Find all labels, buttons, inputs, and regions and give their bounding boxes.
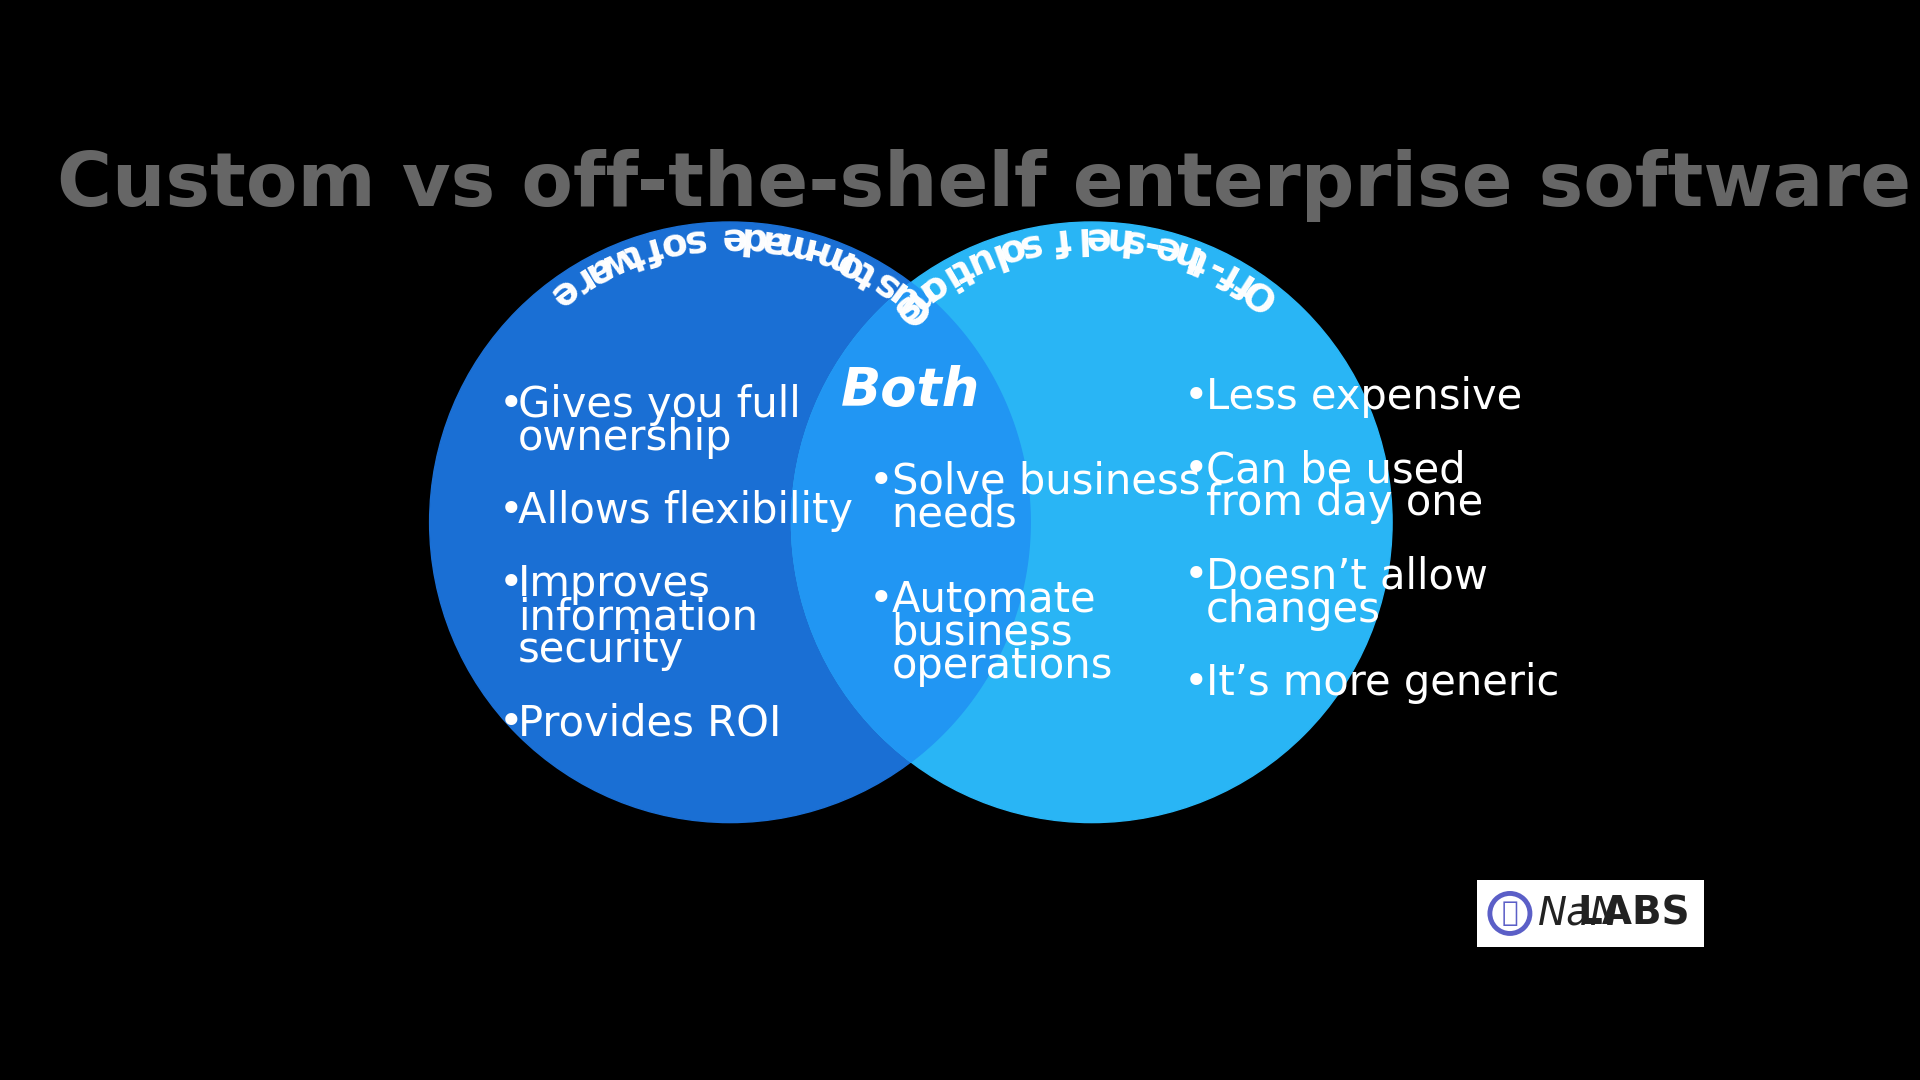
Text: Ⓝ: Ⓝ	[1501, 900, 1519, 928]
Text: m: m	[770, 222, 816, 266]
Text: -: -	[1200, 246, 1231, 285]
Text: •: •	[499, 490, 524, 532]
Text: •: •	[499, 702, 524, 744]
Text: f: f	[1052, 220, 1071, 258]
Text: Gives you full: Gives you full	[518, 383, 801, 426]
Text: e: e	[541, 270, 584, 314]
Text: e: e	[1148, 227, 1183, 268]
Text: o: o	[657, 224, 689, 264]
Text: l: l	[981, 235, 1006, 274]
Text: s: s	[1012, 225, 1043, 265]
Text: •: •	[1185, 662, 1210, 704]
Text: h: h	[1100, 219, 1129, 257]
Text: changes: changes	[1206, 589, 1380, 631]
Text: Automate: Automate	[891, 579, 1096, 621]
Text: t: t	[851, 253, 883, 293]
Text: u: u	[879, 272, 922, 316]
Text: i: i	[931, 258, 962, 296]
Polygon shape	[791, 283, 1031, 762]
Text: Improves: Improves	[518, 563, 710, 605]
Text: Both: Both	[841, 365, 981, 417]
Text: s: s	[866, 261, 904, 305]
Text: Less expensive: Less expensive	[1206, 376, 1523, 418]
Text: w: w	[591, 239, 637, 285]
Text: s: s	[883, 287, 924, 329]
Text: •: •	[499, 563, 524, 605]
Text: s: s	[678, 220, 705, 259]
Text: u: u	[958, 240, 996, 283]
Text: f: f	[1229, 264, 1263, 302]
FancyBboxPatch shape	[1476, 879, 1703, 947]
Text: a: a	[578, 248, 616, 293]
Text: •: •	[1185, 449, 1210, 491]
Text: information: information	[518, 596, 758, 638]
Text: t: t	[945, 248, 977, 289]
Text: Custom vs off-the-shelf enterprise software: Custom vs off-the-shelf enterprise softw…	[58, 149, 1910, 221]
Text: LABS: LABS	[1576, 894, 1690, 932]
Text: f: f	[1215, 254, 1246, 294]
Text: •: •	[868, 461, 893, 502]
Text: •: •	[868, 579, 893, 621]
Text: Provides ROI: Provides ROI	[518, 702, 781, 744]
Text: Doesn’t allow: Doesn’t allow	[1206, 555, 1488, 597]
Text: C: C	[895, 285, 939, 329]
Text: e: e	[1083, 219, 1110, 256]
Text: •: •	[1185, 376, 1210, 418]
Text: e: e	[720, 219, 745, 256]
Circle shape	[430, 222, 1031, 823]
Text: -: -	[799, 230, 824, 269]
Text: l: l	[1071, 219, 1087, 256]
Text: r: r	[563, 260, 597, 300]
Text: from day one: from day one	[1206, 483, 1482, 524]
Text: h: h	[1164, 231, 1202, 273]
Text: -: -	[1139, 224, 1160, 262]
Text: m: m	[806, 232, 856, 280]
Text: •: •	[499, 383, 524, 426]
Text: Solve business: Solve business	[891, 461, 1200, 502]
Text: o: o	[910, 265, 952, 309]
Text: f: f	[639, 229, 666, 268]
Text: It’s more generic: It’s more generic	[1206, 662, 1559, 704]
Text: operations: operations	[891, 645, 1114, 687]
Text: t: t	[618, 234, 649, 274]
Text: o: o	[993, 228, 1027, 270]
Text: s: s	[1117, 220, 1146, 259]
Text: •: •	[1185, 555, 1210, 597]
Text: a: a	[756, 221, 787, 260]
Text: security: security	[518, 630, 684, 672]
Text: Can be used: Can be used	[1206, 449, 1465, 491]
Text: Allows flexibility: Allows flexibility	[518, 490, 852, 532]
Text: d: d	[737, 219, 768, 257]
Text: t: t	[1185, 239, 1213, 279]
Text: o: o	[829, 242, 868, 285]
Text: O: O	[1236, 269, 1284, 316]
Text: business: business	[891, 611, 1073, 653]
Text: ownership: ownership	[518, 417, 733, 459]
Circle shape	[791, 222, 1392, 823]
Text: NaN: NaN	[1538, 894, 1620, 932]
Text: needs: needs	[891, 494, 1018, 536]
Text: n: n	[897, 274, 939, 320]
